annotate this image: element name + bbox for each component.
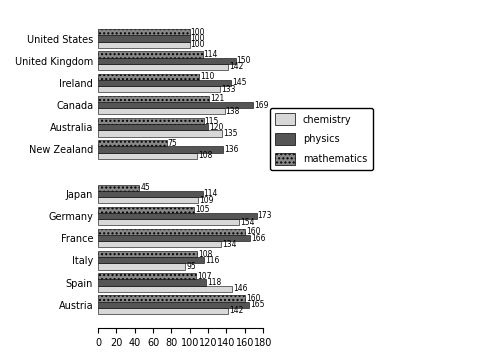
Bar — [98, 130, 222, 136]
Bar — [98, 108, 224, 114]
Bar — [98, 124, 208, 130]
Bar — [98, 235, 250, 241]
Text: 95: 95 — [186, 262, 196, 271]
Text: 100: 100 — [190, 34, 205, 43]
Bar — [98, 86, 220, 92]
Text: 118: 118 — [207, 278, 222, 287]
Bar — [98, 219, 240, 225]
Bar — [98, 74, 199, 80]
Bar — [98, 102, 253, 108]
Text: 166: 166 — [251, 234, 266, 243]
Text: 142: 142 — [229, 62, 244, 72]
Text: 150: 150 — [236, 56, 251, 65]
Bar — [98, 64, 228, 70]
Text: 121: 121 — [210, 94, 224, 103]
Legend: chemistry, physics, mathematics: chemistry, physics, mathematics — [270, 107, 373, 170]
Bar — [98, 36, 190, 42]
Bar — [98, 257, 204, 264]
Bar — [98, 207, 194, 213]
Text: 109: 109 — [199, 196, 214, 204]
Text: 115: 115 — [204, 117, 219, 126]
Text: 173: 173 — [258, 212, 272, 220]
Text: 100: 100 — [190, 28, 205, 37]
Text: 105: 105 — [196, 205, 210, 214]
Bar — [98, 241, 221, 248]
Bar — [98, 29, 190, 36]
Bar — [98, 280, 206, 286]
Text: 134: 134 — [222, 240, 236, 249]
Text: 75: 75 — [168, 139, 177, 148]
Bar — [98, 264, 185, 270]
Bar — [98, 273, 196, 280]
Bar — [98, 286, 232, 292]
Bar — [98, 295, 245, 302]
Text: 145: 145 — [232, 78, 246, 87]
Bar — [98, 184, 140, 191]
Bar — [98, 251, 197, 257]
Bar — [98, 80, 231, 86]
Text: 45: 45 — [140, 183, 150, 192]
Text: 120: 120 — [209, 123, 224, 132]
Bar — [98, 152, 197, 159]
Bar — [98, 52, 202, 58]
Text: 114: 114 — [204, 189, 218, 198]
Bar — [98, 197, 198, 203]
Text: 146: 146 — [233, 284, 248, 293]
Text: 133: 133 — [221, 85, 236, 94]
Text: 165: 165 — [250, 300, 265, 309]
Text: 154: 154 — [240, 218, 254, 227]
Bar — [98, 42, 190, 48]
Bar — [98, 146, 223, 152]
Text: 135: 135 — [223, 129, 238, 138]
Bar — [98, 118, 204, 124]
Bar — [98, 308, 228, 314]
Text: 142: 142 — [229, 306, 244, 315]
Text: 108: 108 — [198, 250, 212, 259]
Text: 107: 107 — [197, 272, 212, 281]
Text: 108: 108 — [198, 151, 212, 160]
Text: 160: 160 — [246, 228, 260, 236]
Text: 169: 169 — [254, 101, 268, 110]
Bar — [98, 58, 235, 64]
Text: 138: 138 — [226, 107, 240, 116]
Text: 114: 114 — [204, 50, 218, 59]
Bar — [98, 191, 202, 197]
Text: 116: 116 — [206, 256, 220, 265]
Bar — [98, 140, 167, 146]
Bar — [98, 96, 209, 102]
Bar — [98, 302, 250, 308]
Text: 110: 110 — [200, 72, 214, 81]
Text: 100: 100 — [190, 40, 205, 49]
Bar — [98, 229, 245, 235]
Text: 136: 136 — [224, 145, 238, 154]
Text: 160: 160 — [246, 294, 260, 303]
Bar — [98, 213, 256, 219]
